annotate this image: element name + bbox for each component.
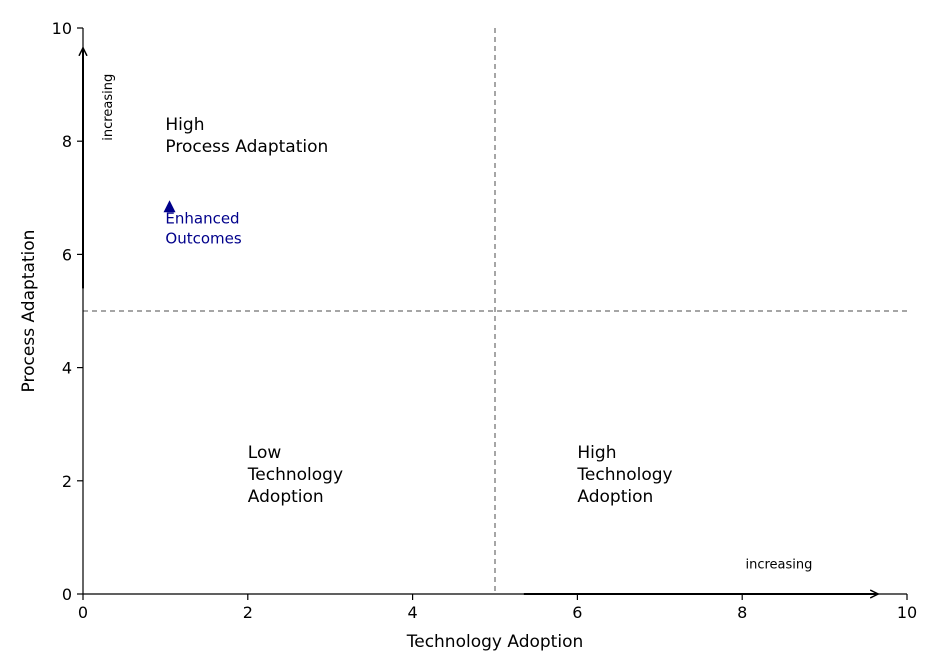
x-tick-label: 4 [408, 603, 418, 622]
x-tick-label: 0 [78, 603, 88, 622]
x-tick-label: 6 [572, 603, 582, 622]
y-tick-label: 4 [62, 359, 72, 378]
x-tick-label: 8 [737, 603, 747, 622]
quadrant-annotation: High Technology Adoption [576, 443, 672, 507]
x-arrow-label: increasing [745, 558, 812, 573]
y-tick-label: 8 [62, 132, 72, 151]
y-tick-label: 2 [62, 472, 72, 491]
quadrant-annotation: Low Technology Adoption [247, 443, 343, 507]
y-tick-label: 0 [62, 585, 72, 604]
quadrant-annotation: Enhanced Outcomes [165, 209, 241, 247]
quadrant-annotation: High Process Adaptation [165, 115, 328, 157]
x-axis-label: Technology Adoption [406, 632, 584, 652]
x-tick-label: 10 [897, 603, 917, 622]
y-arrow-label: increasing [101, 74, 116, 141]
y-axis-label: Process Adaptation [19, 230, 39, 393]
x-tick-label: 2 [243, 603, 253, 622]
y-tick-label: 10 [52, 19, 72, 38]
y-tick-label: 6 [62, 245, 72, 264]
triangle-marker [163, 200, 176, 213]
